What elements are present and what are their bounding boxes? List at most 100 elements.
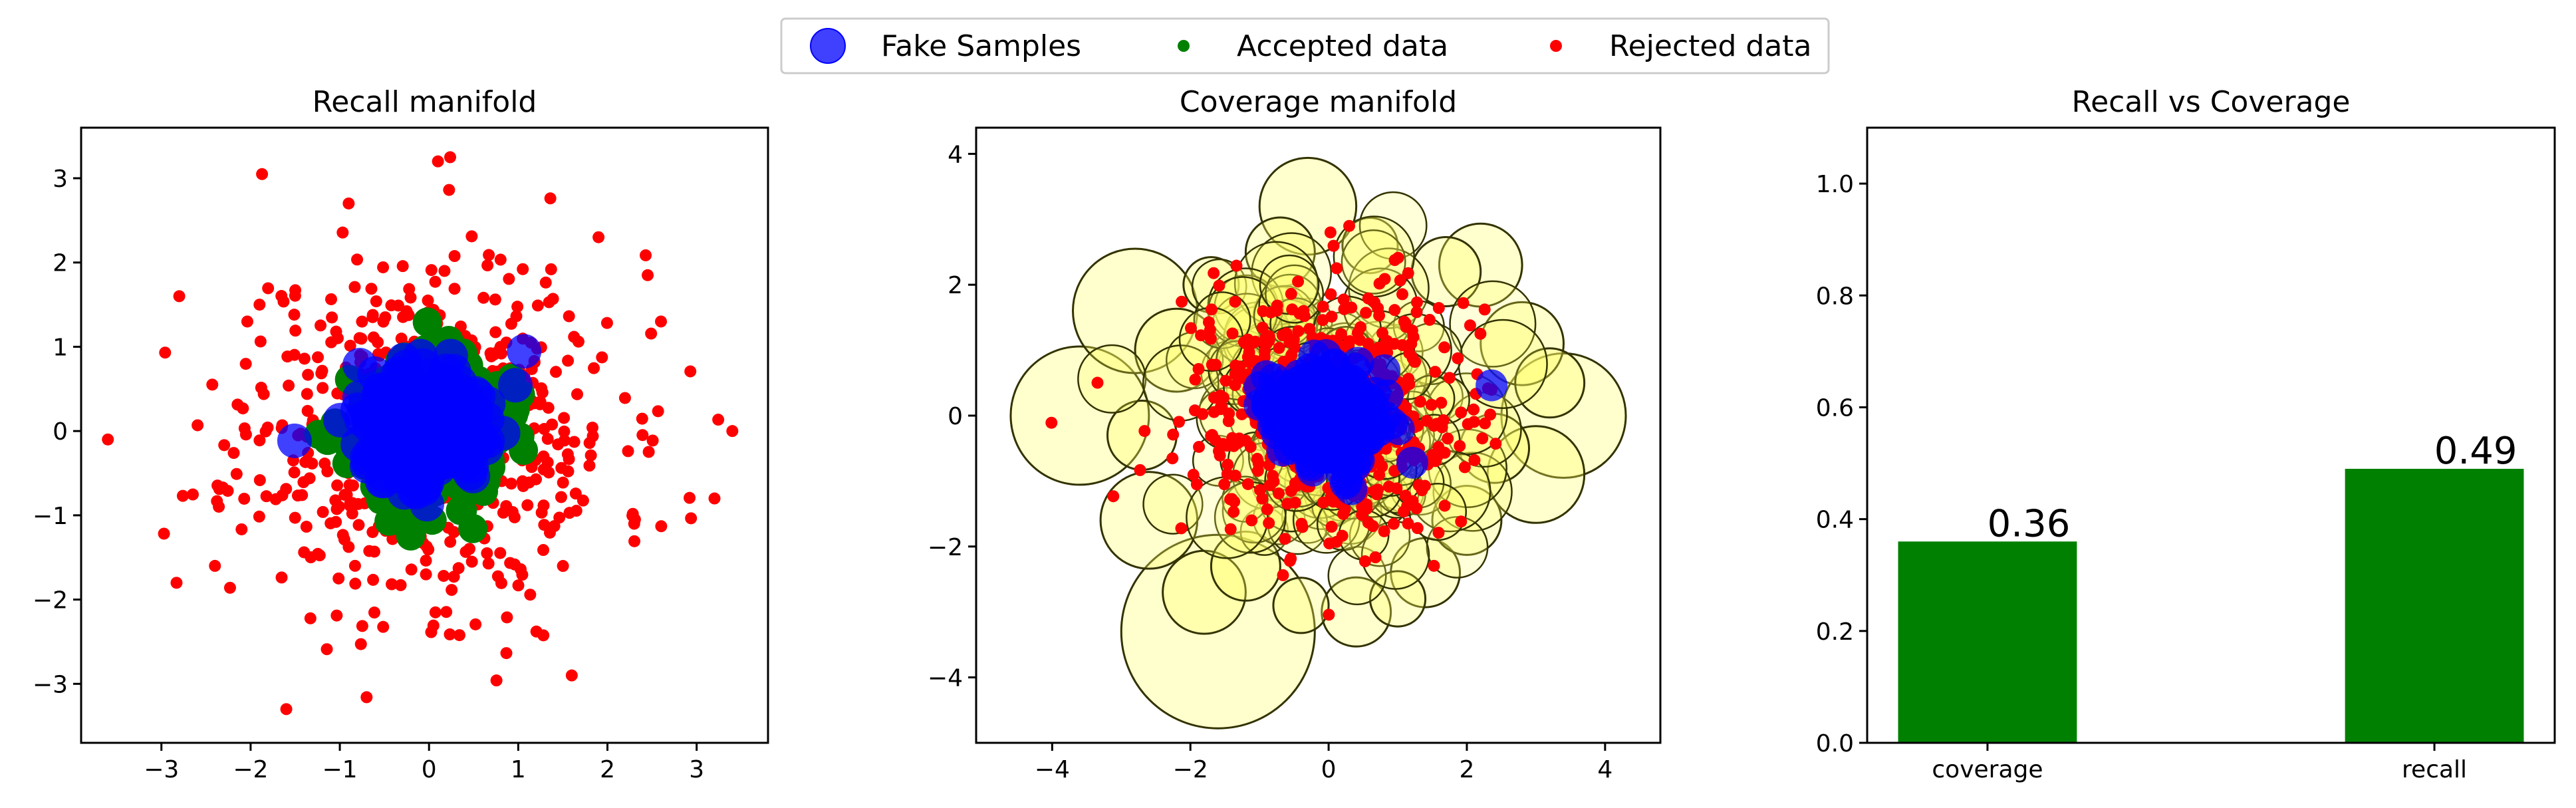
rejected-point [301, 404, 314, 417]
rejected-point [494, 253, 507, 266]
rejected-point [531, 299, 544, 312]
rejected-point [298, 352, 311, 365]
recall-vs-coverage-plot-area: 0.36 0.49 [1898, 430, 2524, 743]
rejected-point [655, 315, 668, 328]
rejected-point [1323, 537, 1336, 550]
rejected-point [1360, 502, 1372, 515]
rejected-point [600, 317, 613, 329]
rejected-point [438, 569, 450, 582]
rejected-point [1175, 522, 1188, 535]
coverage-circle [1077, 344, 1147, 414]
rejected-point [500, 500, 513, 513]
rejected-point [1438, 446, 1451, 459]
rejected-point [1045, 416, 1058, 429]
rejected-point [481, 259, 494, 272]
rejected-point [239, 358, 252, 370]
rejected-point [303, 472, 316, 485]
rejected-point [1410, 296, 1423, 309]
rejected-point [626, 507, 639, 520]
rejected-point [238, 492, 251, 505]
rejected-point [1406, 325, 1418, 337]
rejected-point [708, 492, 721, 505]
fake-sample-point [1243, 370, 1276, 403]
fake-sample-point [427, 362, 462, 398]
rejected-point [448, 283, 461, 295]
legend-box [780, 17, 1830, 74]
recall-manifold-y-tick-label: 0 [53, 418, 68, 446]
coverage-manifold-title: Coverage manifold [1180, 85, 1457, 119]
rejected-point [1478, 303, 1491, 316]
coverage-circle [1449, 280, 1537, 368]
rejected-point [1429, 366, 1442, 378]
rejected-point [1195, 329, 1208, 342]
rejected-point [544, 192, 557, 205]
rejected-point [1317, 496, 1330, 509]
rejected-point [448, 526, 460, 539]
rejected-point [288, 466, 301, 479]
coverage-circle [1272, 577, 1330, 634]
rejected-point [1205, 303, 1218, 316]
rejected-point [342, 541, 355, 553]
rejected-point [1263, 479, 1276, 491]
recall-vs-coverage-y-tick-label: 0.6 [1816, 394, 1854, 422]
rejected-point [331, 479, 344, 491]
bar-value-label-coverage: 0.36 [1988, 502, 2071, 545]
rejected-point [568, 436, 580, 448]
rejected-point [1213, 279, 1225, 292]
rejected-point [1396, 288, 1408, 301]
rejected-point [1218, 478, 1231, 491]
rejected-point [1378, 525, 1390, 537]
rejected-point [640, 249, 652, 261]
coverage-manifold-y-tick-label: 0 [948, 403, 963, 430]
rejected-point [386, 578, 398, 591]
rejected-point [1166, 452, 1179, 465]
rejected-point [446, 584, 458, 597]
fake-sample-point [1352, 408, 1385, 440]
rejected-point [289, 325, 302, 337]
rejected-point [521, 499, 534, 511]
rejected-point [425, 264, 438, 277]
rejected-point [558, 412, 571, 424]
rejected-point [1420, 414, 1433, 427]
rejected-point [289, 289, 301, 302]
rejected-point [1331, 262, 1343, 275]
rejected-point [230, 468, 243, 480]
fake-sample-point [1276, 393, 1309, 426]
rejected-point [530, 625, 543, 638]
rejected-point [1373, 309, 1386, 322]
rejected-point [485, 350, 497, 362]
rejected-point [366, 309, 379, 321]
rejected-point [336, 226, 349, 239]
rejected-point [1414, 396, 1426, 408]
rejected-point [537, 450, 550, 463]
rejected-point [1370, 488, 1383, 501]
rejected-point [481, 547, 493, 559]
rejected-point [483, 249, 495, 261]
rejected-point [1289, 496, 1301, 509]
rejected-point [537, 463, 550, 475]
rejected-point [326, 311, 338, 324]
recall-manifold-axes: −3 −2 −1 0 1 2 3 −3 −2 −1 0 1 2 3 [33, 126, 769, 783]
fake-sample-point [507, 334, 542, 369]
rejected-point [1401, 499, 1414, 512]
rejected-point [444, 151, 457, 164]
rejected-point [1402, 267, 1414, 279]
recall-manifold-frame [80, 126, 769, 744]
rejected-point [211, 495, 223, 507]
rejected-point [342, 197, 355, 209]
rejected-point [1217, 391, 1229, 404]
rejected-point [227, 447, 240, 460]
recall-vs-coverage-y-tick-label: 0.8 [1816, 283, 1854, 310]
rejected-point [1335, 328, 1348, 340]
rejected-point [491, 570, 504, 583]
fake-sample-point [1396, 446, 1428, 479]
recall-manifold-x-tick-label: −3 [144, 756, 179, 783]
rejected-point [1241, 333, 1254, 346]
rejected-point [557, 560, 569, 573]
rejected-point [317, 505, 329, 518]
rejected-point [1202, 316, 1215, 329]
rejected-point [370, 295, 382, 308]
rejected-point [317, 382, 329, 394]
rejected-point [490, 674, 503, 687]
rejected-point [586, 422, 598, 434]
